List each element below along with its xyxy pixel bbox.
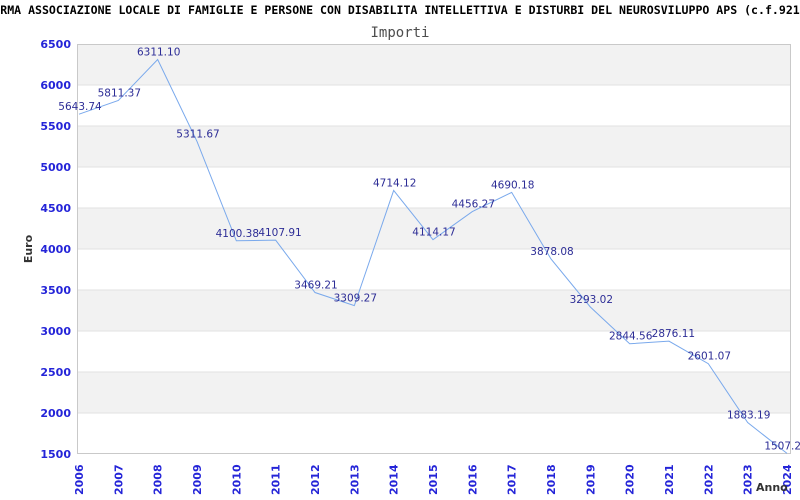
y-tick-label: 1500 [40,448,71,461]
data-point-label: 1883.19 [727,410,770,422]
y-tick-label: 4500 [40,202,71,215]
x-tick-label: 2019 [584,464,597,495]
x-tick-label: 2015 [427,464,440,495]
chart-subtitle: Importi [370,25,430,41]
data-point-label: 6311.10 [137,46,180,58]
x-axis-title: Anno [756,481,788,494]
data-point-label: 4690.18 [491,179,534,191]
data-point-label: 3293.02 [570,294,613,306]
x-tick-label: 2024 [781,464,794,495]
data-point-label: 3469.21 [294,280,337,292]
data-line [78,58,788,454]
y-tick-label: 3500 [40,284,71,297]
x-tick-label: 2013 [348,464,361,495]
data-point-label: 2876.11 [652,328,695,340]
data-point-label: 4714.12 [373,177,416,189]
x-tick-label: 2018 [545,464,558,495]
x-tick-label: 2012 [309,464,322,495]
data-point-label: 2844.56 [609,331,653,343]
data-point-label: 4100.38 [216,228,259,240]
x-tick-label: 2021 [663,464,676,495]
y-tick-label: 4000 [40,243,71,256]
grid-band [77,208,791,249]
y-tick-label: 6000 [40,79,71,92]
x-tick-label: 2017 [506,464,519,495]
y-axis-title: Euro [22,234,35,263]
x-tick-label: 2007 [112,464,125,495]
data-point-label: 5811.37 [98,87,141,99]
chart-window-title: RMA ASSOCIAZIONE LOCALE DI FAMIGLIE E PE… [0,3,800,17]
y-tick-label: 6500 [40,38,71,51]
y-tick-label: 5000 [40,161,71,174]
x-tick-label: 2023 [742,464,755,495]
x-tick-label: 2011 [270,464,283,495]
data-point-label: 2601.07 [688,351,731,363]
plot-border [77,44,791,454]
x-tick-label: 2010 [230,464,243,495]
data-point-label: 5311.67 [176,128,219,140]
data-point-label: 1507.2 [764,440,800,452]
data-point-label: 4456.27 [452,199,495,211]
y-tick-label: 2500 [40,366,71,379]
data-point-label: 4107.91 [258,227,301,239]
data-point-label: 4114.17 [412,227,455,239]
grid-band [77,372,791,413]
data-point-label: 5643.74 [58,101,102,113]
y-tick-label: 2000 [40,407,71,420]
data-point-label: 3878.08 [530,246,573,258]
x-tick-label: 2009 [191,464,204,495]
y-tick-label: 5500 [40,120,71,133]
x-tick-label: 2016 [466,464,479,495]
y-tick-label: 3000 [40,325,71,338]
x-tick-label: 2022 [702,464,715,495]
x-tick-label: 2006 [73,464,86,495]
grid-band [77,290,791,331]
x-tick-label: 2008 [152,464,165,495]
grid-band [77,126,791,167]
grid-band [77,44,791,85]
x-tick-label: 2014 [388,464,401,495]
data-point-label: 3309.27 [334,293,377,305]
x-tick-label: 2020 [624,464,637,495]
